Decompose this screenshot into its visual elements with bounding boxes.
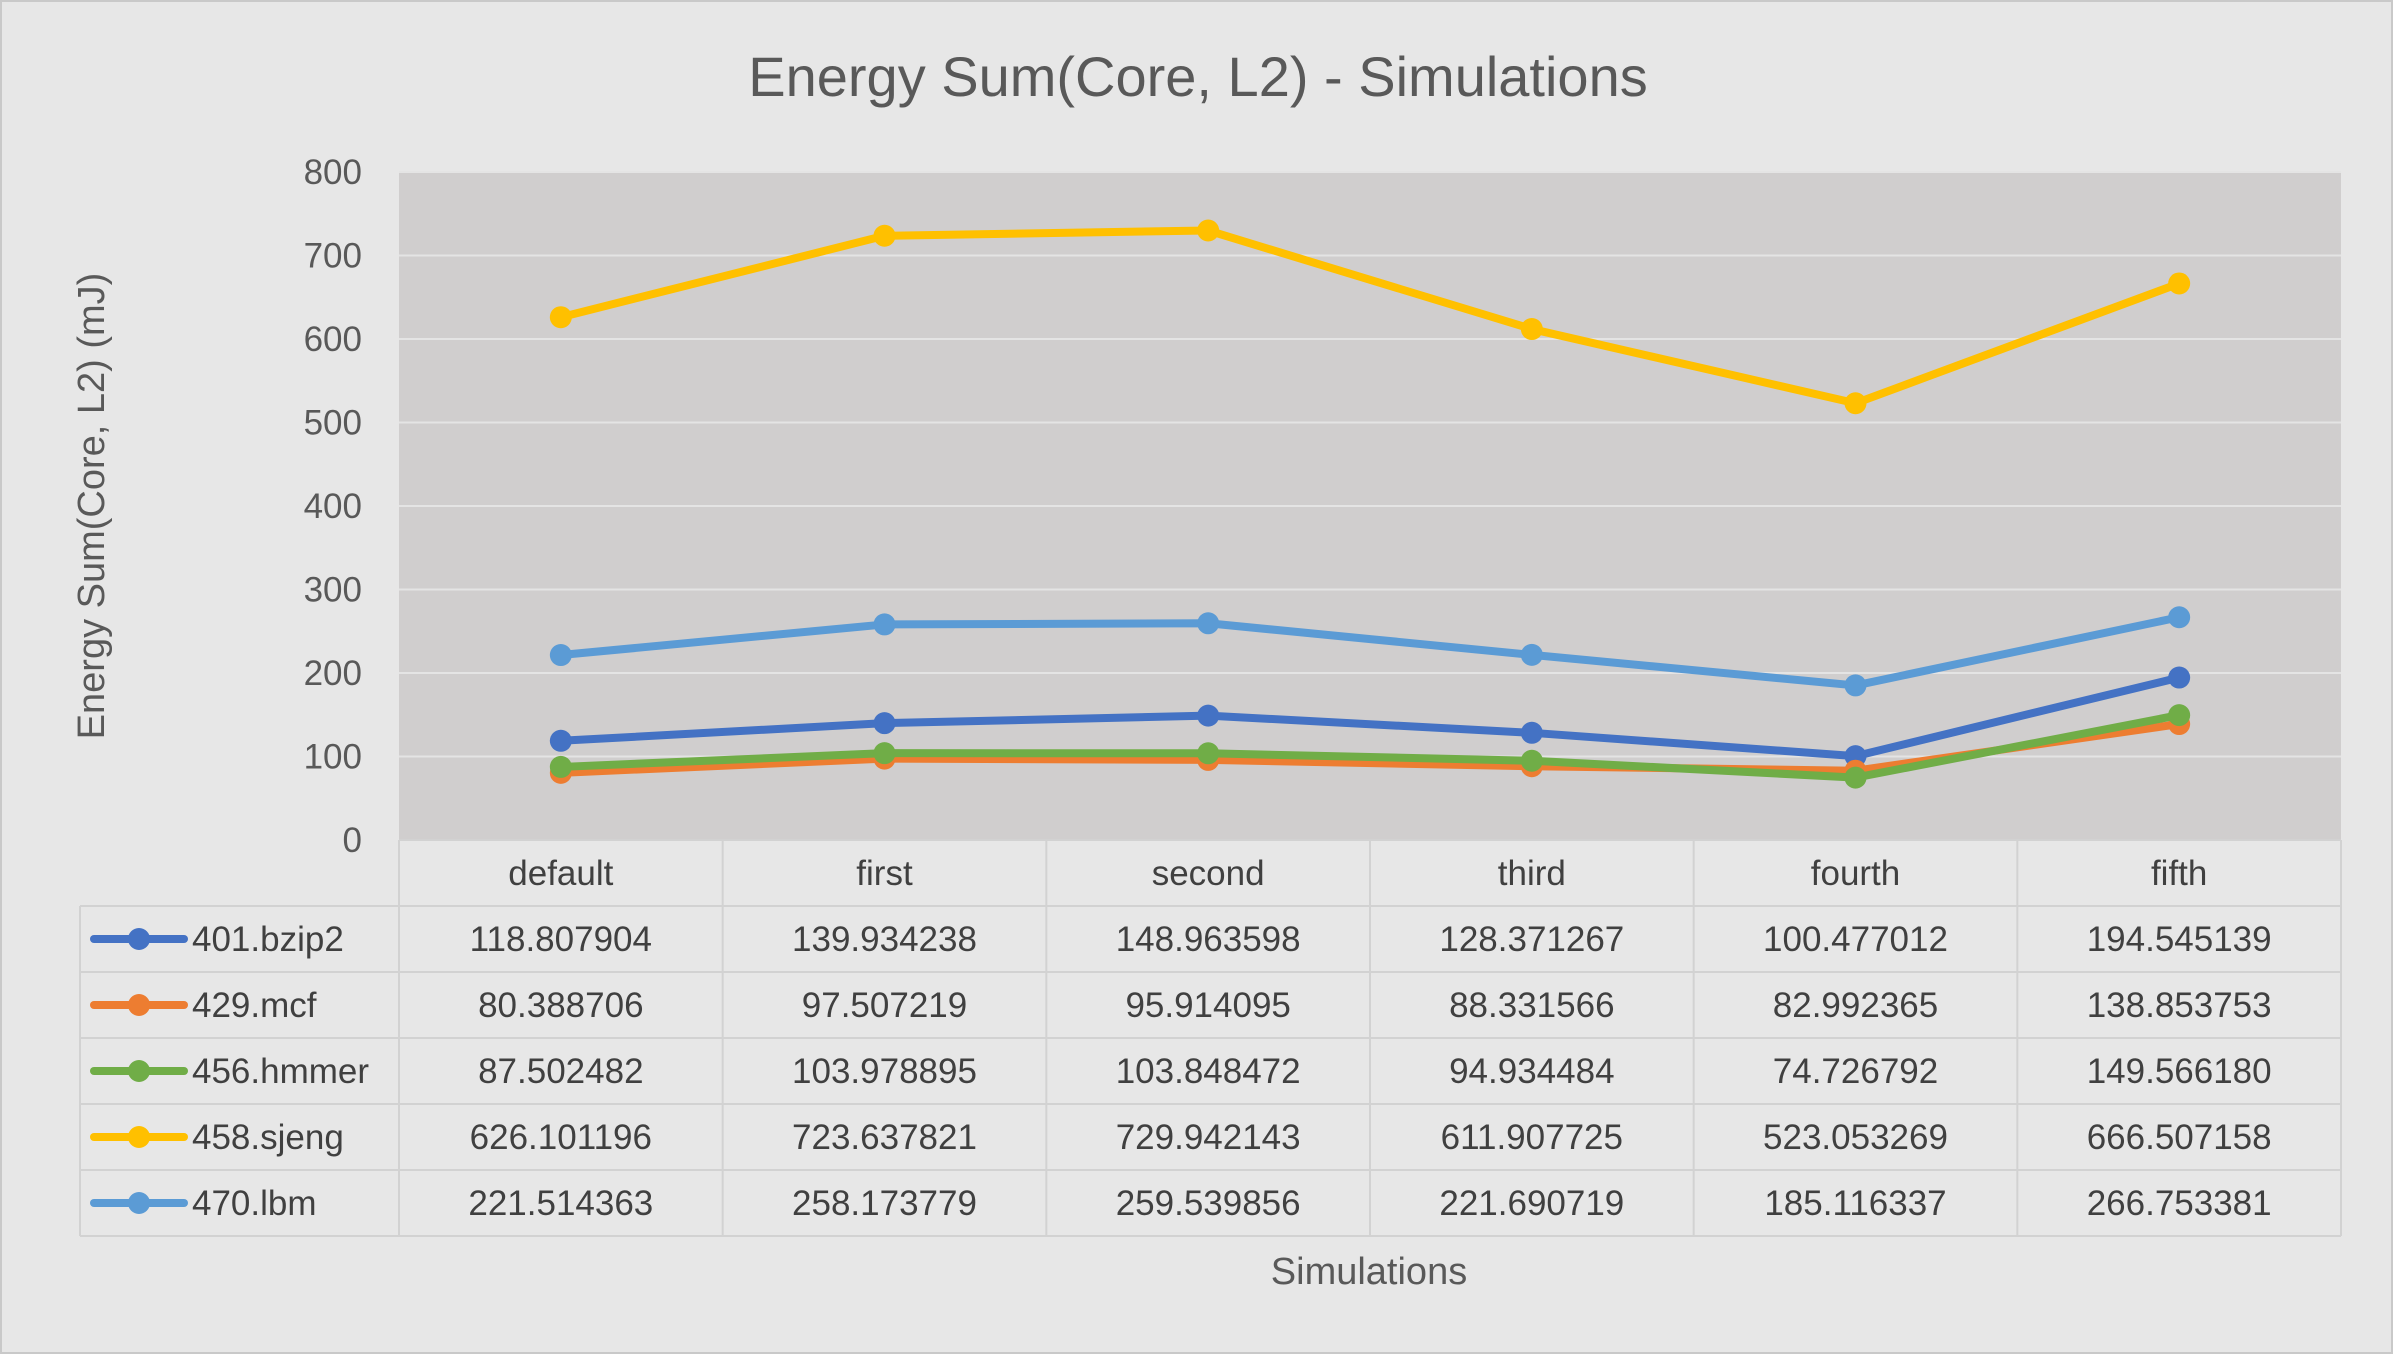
data-cell-2-2: 103.848472 <box>1116 1052 1301 1091</box>
data-cell-4-4: 185.116337 <box>1764 1184 1946 1223</box>
y-axis-title: Energy Sum(Core, L2) (mJ) <box>71 273 113 740</box>
series-line-1 <box>556 720 2184 777</box>
data-cell-0-4: 100.477012 <box>1763 920 1948 959</box>
data-point-4-4 <box>1844 674 1867 697</box>
data-cell-1-3: 88.331566 <box>1449 986 1614 1025</box>
data-point-4-1 <box>873 613 896 636</box>
data-point-2-4 <box>1844 766 1867 789</box>
data-cell-0-1: 139.934238 <box>792 920 977 959</box>
series-line-4 <box>556 613 2184 690</box>
data-point-2-5 <box>2168 704 2191 727</box>
y-tick-label-3: 300 <box>304 571 362 610</box>
y-tick-label-0: 0 <box>343 821 362 860</box>
data-point-3-4 <box>1844 392 1867 415</box>
data-cell-2-1: 103.978895 <box>792 1052 977 1091</box>
data-cell-3-1: 723.637821 <box>792 1118 977 1157</box>
data-point-4-5 <box>2168 606 2191 629</box>
data-cell-4-0: 221.514363 <box>468 1184 653 1223</box>
data-point-3-3 <box>1520 318 1543 341</box>
y-tick-label-8: 800 <box>304 153 362 192</box>
series-0 <box>549 666 2191 768</box>
data-point-4-2 <box>1197 612 1220 635</box>
legend-marker-4 <box>128 1192 150 1214</box>
y-tick-label-2: 200 <box>304 654 362 693</box>
data-cell-3-5: 666.507158 <box>2087 1118 2272 1157</box>
data-cell-1-5: 138.853753 <box>2087 986 2272 1025</box>
series-line-3 <box>556 226 2184 408</box>
data-point-2-2 <box>1197 742 1220 765</box>
data-point-2-0 <box>549 755 572 778</box>
series-line-2 <box>556 711 2184 782</box>
series-2 <box>549 704 2191 789</box>
data-point-3-5 <box>2168 272 2191 295</box>
data-point-0-0 <box>549 729 572 752</box>
data-cell-1-1: 97.507219 <box>802 986 967 1025</box>
legend-label-0: 401.bzip2 <box>192 920 344 959</box>
series-lines <box>549 219 2191 789</box>
data-cell-0-3: 128.371267 <box>1439 920 1624 959</box>
y-tick-label-7: 700 <box>304 237 362 276</box>
data-cell-4-2: 259.539856 <box>1116 1184 1301 1223</box>
data-cell-3-0: 626.101196 <box>470 1118 652 1157</box>
data-point-3-1 <box>873 224 896 247</box>
data-table: default first second third fourth fifth 401.bz… <box>79 839 2342 1237</box>
data-point-0-3 <box>1520 721 1543 744</box>
x-tick-label-first: first <box>856 854 913 893</box>
data-cell-2-3: 94.934484 <box>1449 1052 1614 1091</box>
data-point-3-2 <box>1197 219 1220 242</box>
y-tick-label-4: 400 <box>304 487 362 526</box>
legend-label-1: 429.mcf <box>192 986 317 1025</box>
data-point-0-2 <box>1197 704 1220 727</box>
data-cell-4-5: 266.753381 <box>2087 1184 2272 1223</box>
data-cell-1-2: 95.914095 <box>1125 986 1290 1025</box>
data-cell-0-0: 118.807904 <box>470 920 652 959</box>
data-cell-1-4: 82.992365 <box>1773 986 1938 1025</box>
data-cell-0-2: 148.963598 <box>1116 920 1301 959</box>
y-tick-label-5: 500 <box>304 404 362 443</box>
data-cell-2-4: 74.726792 <box>1773 1052 1938 1091</box>
data-point-4-3 <box>1520 643 1543 666</box>
data-point-4-0 <box>549 644 572 667</box>
data-cell-4-1: 258.173779 <box>792 1184 977 1223</box>
data-cell-1-0: 80.388706 <box>478 986 643 1025</box>
legend-label-2: 456.hmmer <box>192 1052 369 1091</box>
y-tick-label-6: 600 <box>304 320 362 359</box>
legend-label-4: 470.lbm <box>192 1184 317 1223</box>
data-cell-2-0: 87.502482 <box>478 1052 643 1091</box>
x-tick-label-second: second <box>1152 854 1265 893</box>
data-cell-3-3: 611.907725 <box>1441 1118 1623 1157</box>
data-point-2-3 <box>1520 749 1543 772</box>
series-3 <box>549 219 2191 415</box>
x-tick-label-fourth: fourth <box>1811 854 1901 893</box>
y-tick-label-1: 100 <box>304 738 362 777</box>
legend-marker-3 <box>128 1126 150 1148</box>
data-cell-4-3: 221.690719 <box>1439 1184 1624 1223</box>
data-point-2-1 <box>873 742 896 765</box>
series-line-0 <box>556 673 2184 761</box>
series-4 <box>549 606 2191 697</box>
data-point-0-5 <box>2168 666 2191 689</box>
data-point-3-0 <box>549 306 572 329</box>
data-cell-3-2: 729.942143 <box>1116 1118 1301 1157</box>
data-point-0-1 <box>873 712 896 735</box>
legend-marker-0 <box>128 928 150 950</box>
data-cell-0-5: 194.545139 <box>2087 920 2272 959</box>
x-tick-label-third: third <box>1498 854 1566 893</box>
x-tick-label-fifth: fifth <box>2151 854 2207 893</box>
legend-marker-1 <box>128 994 150 1016</box>
x-axis-title: Simulations <box>1271 1251 1467 1293</box>
legend-marker-2 <box>128 1060 150 1082</box>
chart-title: Energy Sum(Core, L2) - Simulations <box>748 45 1647 108</box>
data-cell-2-5: 149.566180 <box>2087 1052 2272 1091</box>
legend-label-3: 458.sjeng <box>192 1118 344 1157</box>
data-cell-3-4: 523.053269 <box>1763 1118 1948 1157</box>
x-tick-label-default: default <box>508 854 613 893</box>
